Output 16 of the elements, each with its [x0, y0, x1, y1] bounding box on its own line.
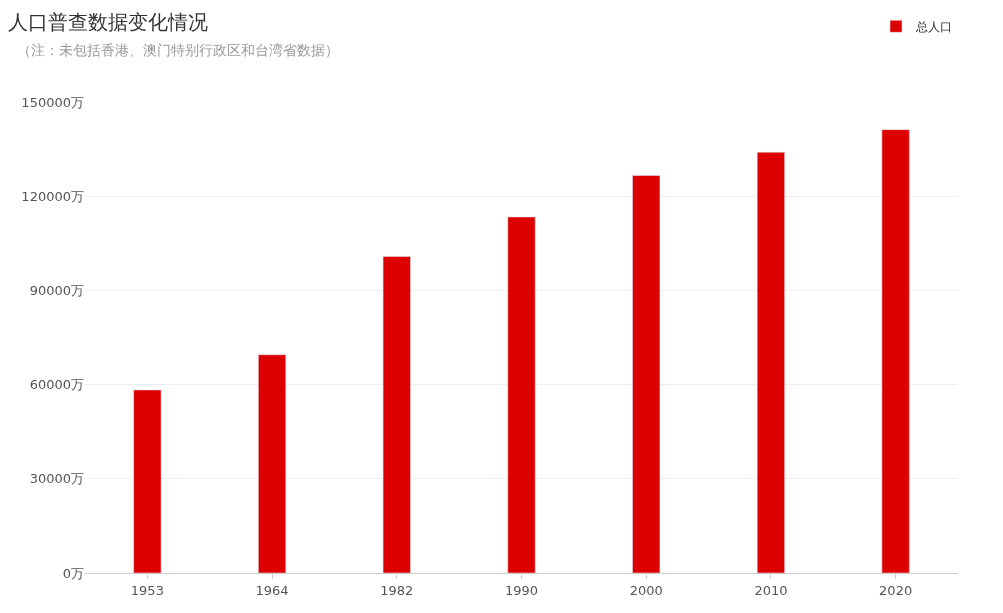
x-tick-label: 1953 [130, 582, 164, 598]
x-tick-label: 2000 [629, 582, 663, 598]
x-tick-label: 1982 [380, 582, 414, 598]
y-tick-label: 150000万 [21, 94, 84, 110]
legend-label: 总人口 [915, 19, 952, 34]
x-tick-label: 2020 [879, 582, 913, 598]
y-tick-label: 90000万 [29, 282, 84, 298]
x-tick-label: 2010 [754, 582, 788, 598]
y-tick-label: 0万 [62, 565, 84, 581]
x-tick-label: 1990 [504, 582, 539, 598]
y-tick-label: 30000万 [29, 471, 84, 487]
chart-subtitle: （注：未包括香港、澳门特别行政区和台湾省数据） [17, 42, 339, 58]
x-tick-label: 1964 [255, 582, 289, 598]
y-tick-label: 60000万 [29, 377, 84, 393]
chart-title: 人口普查数据变化情况 [8, 10, 209, 35]
y-tick-label: 120000万 [21, 188, 84, 204]
